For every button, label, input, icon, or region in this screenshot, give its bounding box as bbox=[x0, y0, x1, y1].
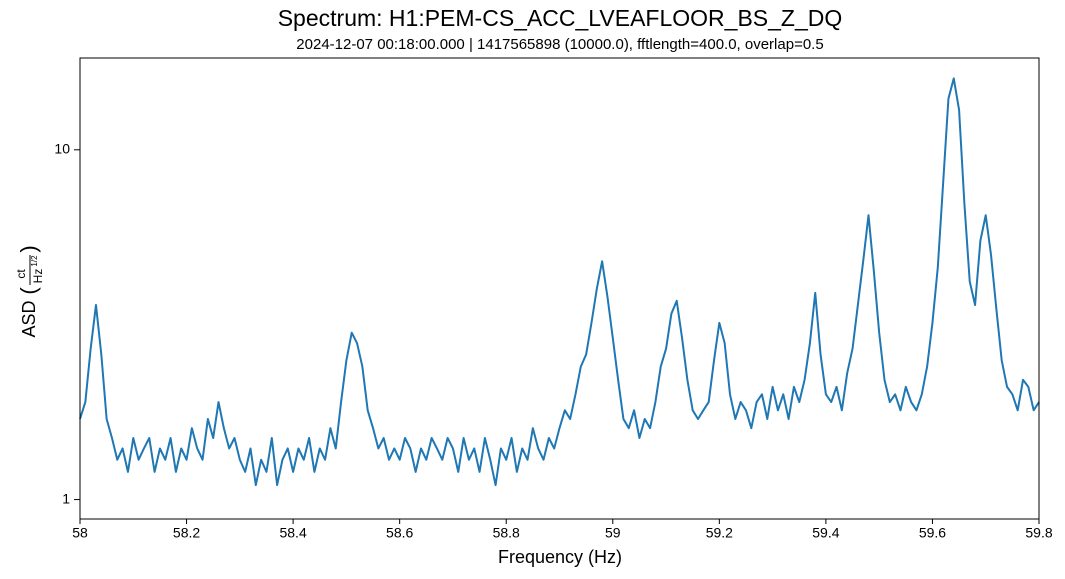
y-tick-label: 1 bbox=[62, 490, 70, 506]
plot-frame bbox=[79, 57, 1040, 520]
y-label-exponent: 1/2 bbox=[30, 255, 39, 267]
x-tick-label: 59.6 bbox=[919, 525, 946, 541]
x-tick-label: 58.4 bbox=[279, 525, 306, 541]
x-tick-label: 59.8 bbox=[1025, 525, 1052, 541]
x-tick-label: 58.2 bbox=[173, 525, 200, 541]
y-label-text: ASD bbox=[19, 300, 39, 337]
x-axis-label: Frequency (Hz) bbox=[498, 547, 622, 567]
x-tick-label: 59.4 bbox=[812, 525, 839, 541]
chart-subtitle: 2024-12-07 00:18:00.000 | 1417565898 (10… bbox=[296, 36, 823, 53]
x-tick-label: 58.8 bbox=[493, 525, 520, 541]
x-tick-label: 58.6 bbox=[386, 525, 413, 541]
y-label-denominator: Hz bbox=[31, 269, 45, 284]
y-axis-label: ASD ( ct Hz 1/2 ) bbox=[14, 245, 45, 337]
spectrum-line bbox=[79, 77, 1040, 487]
paren: ( bbox=[16, 287, 41, 295]
x-tick-label: 59.2 bbox=[706, 525, 733, 541]
paren: ) bbox=[16, 245, 41, 252]
x-tick-label: 58 bbox=[72, 525, 88, 541]
chart-title: Spectrum: H1:PEM-CS_ACC_LVEAFLOOR_BS_Z_D… bbox=[278, 5, 843, 31]
y-label-numerator: ct bbox=[14, 269, 28, 279]
x-tick-label: 59 bbox=[605, 525, 621, 541]
y-tick-label: 10 bbox=[54, 141, 70, 157]
